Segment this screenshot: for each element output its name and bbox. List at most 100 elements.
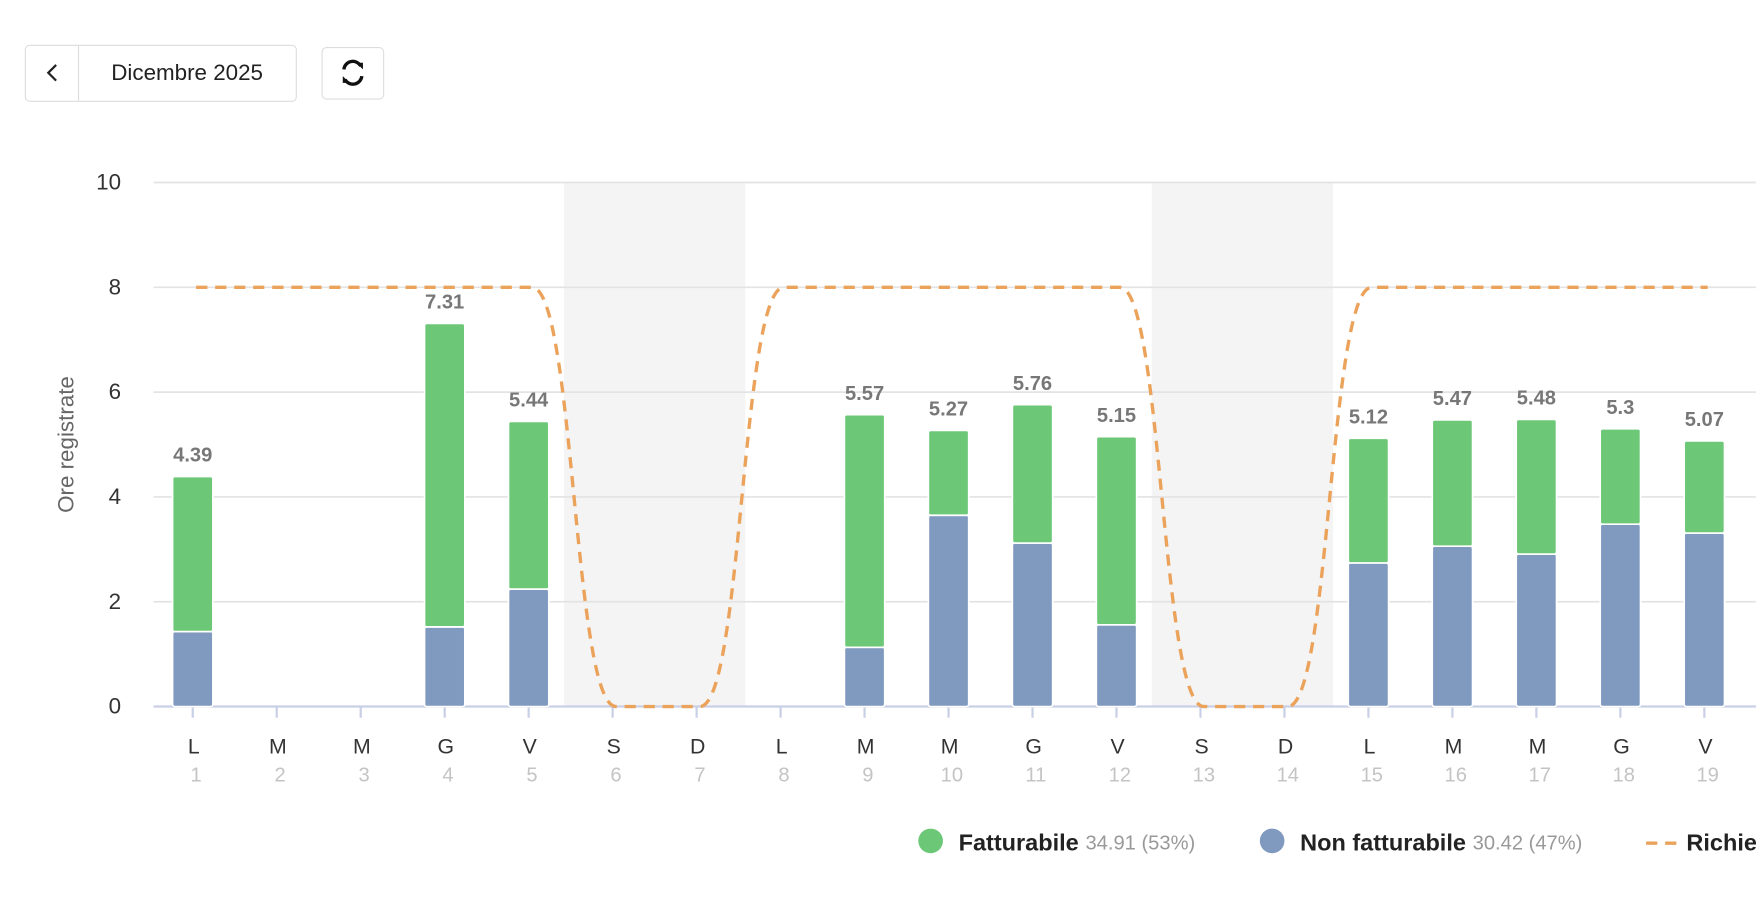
bar-total-label: 5.76 xyxy=(1013,373,1052,395)
weekend-band xyxy=(647,182,746,707)
bar-segment xyxy=(1515,418,1558,555)
bar-segment xyxy=(927,429,970,517)
legend-summary: 30.42 (47%) xyxy=(1473,833,1583,855)
bar-total-label: 5.57 xyxy=(845,383,884,405)
bar-total-label: 4.39 xyxy=(173,445,212,467)
legend-entry: Non fatturabile 30.42 (47%) xyxy=(1300,829,1582,855)
bar-segment xyxy=(1011,403,1054,544)
bar-segment xyxy=(423,322,466,628)
bar-total-label: 5.48 xyxy=(1517,388,1556,410)
x-tick-sublabel: 7 xyxy=(694,764,705,786)
toolbar: Dicembre 2025 xyxy=(24,44,385,102)
y-tick-label: 0 xyxy=(109,694,121,719)
bar-segment xyxy=(171,475,214,633)
bar-segment xyxy=(1095,623,1138,708)
x-tick-sublabel: 3 xyxy=(358,764,369,786)
bar-segment xyxy=(1599,427,1642,526)
bar-segment xyxy=(1683,532,1726,708)
month-label[interactable]: Dicembre 2025 xyxy=(111,60,263,85)
x-tick-sublabel: 10 xyxy=(941,764,963,786)
bar-segment xyxy=(1347,437,1390,564)
bar-total-label: 7.31 xyxy=(425,292,464,314)
bar-segment xyxy=(1599,523,1642,708)
x-tick-label: L xyxy=(1364,735,1376,759)
x-tick-sublabel: 2 xyxy=(274,764,285,786)
x-tick-label: M xyxy=(941,735,959,759)
x-tick-label: G xyxy=(438,735,455,759)
x-tick-label: D xyxy=(690,735,705,759)
weekend-band xyxy=(1151,182,1250,707)
y-tick-label: 4 xyxy=(109,484,121,509)
bar-segment xyxy=(1431,545,1474,708)
x-tick-label: V xyxy=(523,735,538,759)
bar-total-label: 5.15 xyxy=(1097,405,1136,427)
bar-segment xyxy=(1095,435,1138,626)
bar-segment xyxy=(423,626,466,708)
legend-swatch xyxy=(918,828,943,854)
y-tick-label: 2 xyxy=(109,589,121,614)
chart: 0 2 4 6 8 10 L 1 M 2 M 3 G 4 V 5 S 6 D 7 L 8 M 9 M 10 G 11 V 12 S 13 D 14… xyxy=(96,170,1756,856)
legend-entry: Fatturabile 34.91 (53%) xyxy=(959,829,1196,855)
x-tick-label: S xyxy=(607,735,621,759)
refresh-button[interactable] xyxy=(321,47,385,100)
weekend-band xyxy=(563,182,662,707)
bar-total-label: 5.27 xyxy=(929,399,968,421)
legend-name: Non fatturabile xyxy=(1300,829,1466,855)
x-tick-label: M xyxy=(353,735,371,759)
legend-swatch xyxy=(1259,828,1285,854)
legend-name: Fatturabile xyxy=(959,829,1079,855)
x-tick-sublabel: 9 xyxy=(862,764,873,786)
bar-segment xyxy=(507,588,550,708)
bar-total-label: 5.47 xyxy=(1433,388,1472,410)
prev-button[interactable] xyxy=(26,46,79,101)
x-tick-label: M xyxy=(1445,735,1463,759)
bar-segment xyxy=(843,646,886,708)
x-tick-sublabel: 17 xyxy=(1529,764,1551,786)
legend-name: Richiesto xyxy=(1686,829,1756,855)
x-tick-label: M xyxy=(857,735,875,759)
x-tick-sublabel: 8 xyxy=(778,764,789,786)
y-tick-label: 10 xyxy=(96,170,121,195)
x-tick-sublabel: 12 xyxy=(1109,764,1131,786)
x-tick-label: G xyxy=(1613,735,1630,759)
prev-button-area[interactable] xyxy=(26,46,79,101)
bar-total-label: 5.44 xyxy=(509,390,549,412)
x-tick-label: V xyxy=(1111,735,1126,759)
bar-segment xyxy=(1431,419,1474,548)
x-tick-sublabel: 11 xyxy=(1025,764,1046,786)
bar-total-label: 5.12 xyxy=(1349,406,1388,428)
bar-segment xyxy=(507,420,550,590)
x-tick-sublabel: 16 xyxy=(1445,764,1467,786)
bar-segment xyxy=(1011,542,1054,708)
bar-segment xyxy=(843,413,886,649)
x-tick-sublabel: 5 xyxy=(526,764,537,786)
legend-entry: Richiesto xyxy=(1686,829,1756,855)
bar-total-label: 5.3 xyxy=(1606,397,1634,419)
legend: Fatturabile 34.91 (53%) Non fatturabile 30.… xyxy=(918,828,1756,855)
bar-segment xyxy=(1347,562,1390,708)
chevron-left xyxy=(46,64,57,82)
x-tick-sublabel: 13 xyxy=(1193,764,1215,786)
weekend-band xyxy=(1235,182,1334,707)
month-picker xyxy=(24,44,297,102)
y-tick-label: 8 xyxy=(109,274,121,299)
bar-total-label: 5.07 xyxy=(1685,409,1724,431)
y-axis-title: Ore registrate xyxy=(53,376,78,513)
bar-segment xyxy=(927,514,970,708)
x-tick-label: L xyxy=(188,735,200,759)
x-tick-label: D xyxy=(1278,735,1293,759)
bar-segment xyxy=(1515,553,1558,708)
x-tick-label: M xyxy=(269,735,287,759)
x-tick-sublabel: 6 xyxy=(610,764,621,786)
refresh-button-box[interactable] xyxy=(321,47,385,100)
x-tick-label: V xyxy=(1698,735,1713,759)
x-tick-label: S xyxy=(1194,735,1208,759)
bar-segment xyxy=(1683,440,1726,534)
bar-segment xyxy=(171,630,214,708)
required-line xyxy=(196,285,1708,709)
x-tick-sublabel: 1 xyxy=(191,764,202,786)
x-tick-sublabel: 4 xyxy=(442,764,453,786)
legend-summary: 34.91 (53%) xyxy=(1085,833,1195,855)
x-tick-sublabel: 18 xyxy=(1613,764,1635,786)
